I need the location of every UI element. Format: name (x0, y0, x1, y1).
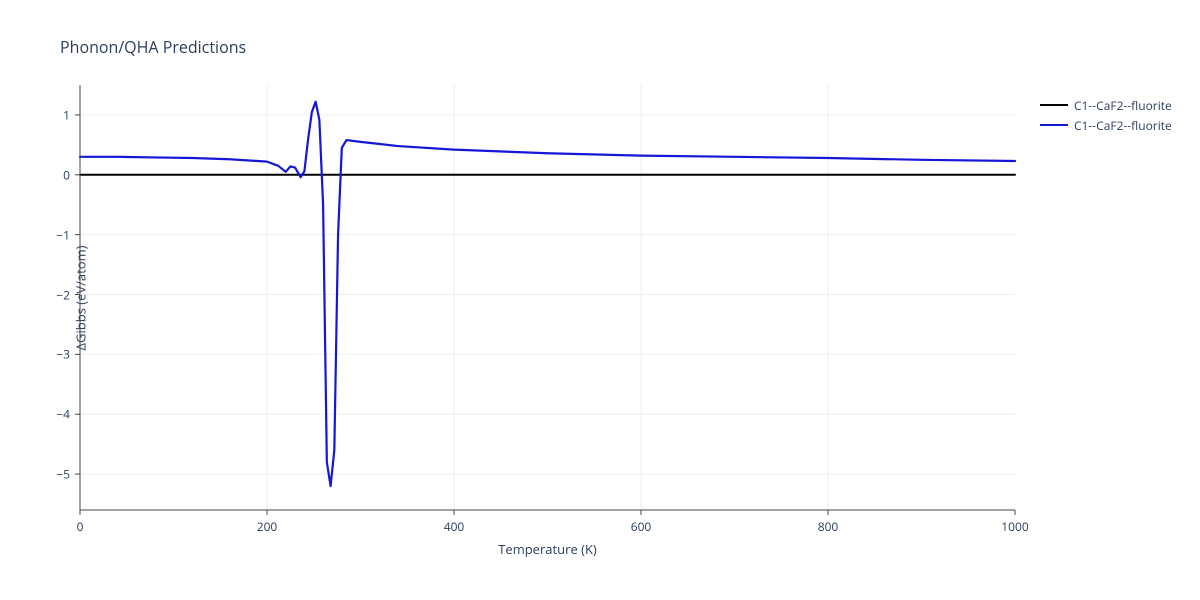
y-tick-label: −5 (56, 466, 70, 483)
y-tick-label: 1 (63, 106, 70, 123)
legend-item-1[interactable]: C1--CaF2--fluorite (1040, 115, 1172, 135)
legend-label: C1--CaF2--fluorite (1074, 117, 1172, 134)
y-tick-label: −2 (56, 286, 70, 303)
x-tick-label: 0 (77, 518, 84, 535)
y-tick-label: −1 (56, 226, 70, 243)
x-axis-label: Temperature (K) (80, 540, 1015, 558)
y-tick-label: −3 (56, 346, 70, 363)
plot-area (80, 85, 1015, 510)
series-line-1[interactable] (80, 102, 1015, 486)
x-tick-label: 400 (444, 518, 465, 535)
y-tick-label: 0 (63, 166, 70, 183)
x-tick-label: 800 (818, 518, 839, 535)
x-tick-label: 200 (257, 518, 278, 535)
chart-title: Phonon/QHA Predictions (60, 36, 246, 58)
legend: C1--CaF2--fluorite C1--CaF2--fluorite (1040, 95, 1172, 135)
legend-swatch (1040, 104, 1068, 106)
legend-swatch (1040, 124, 1068, 126)
legend-label: C1--CaF2--fluorite (1074, 97, 1172, 114)
x-tick-label: 600 (631, 518, 652, 535)
x-tick-label: 1000 (1001, 518, 1028, 535)
legend-item-0[interactable]: C1--CaF2--fluorite (1040, 95, 1172, 115)
y-tick-label: −4 (56, 406, 70, 423)
